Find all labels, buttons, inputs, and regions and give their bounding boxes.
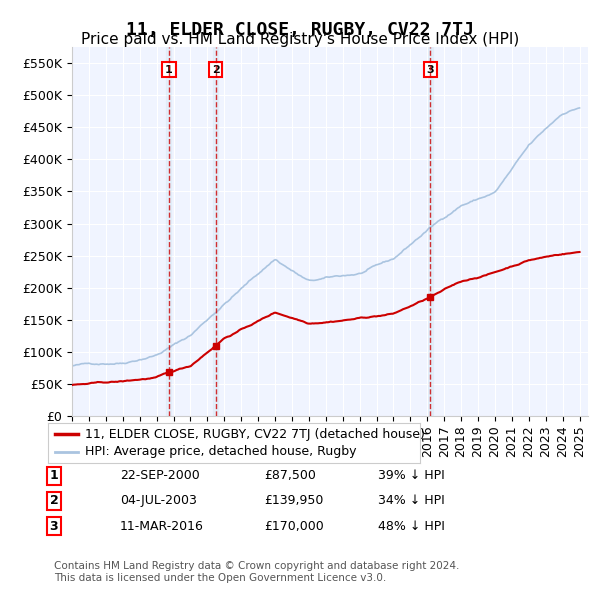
Text: £170,000: £170,000 (264, 520, 324, 533)
Text: 11, ELDER CLOSE, RUGBY, CV22 7TJ: 11, ELDER CLOSE, RUGBY, CV22 7TJ (126, 21, 474, 39)
Text: 1: 1 (165, 65, 173, 75)
Bar (213, 47, 218, 416)
Text: £87,500: £87,500 (264, 469, 316, 482)
Text: 04-JUL-2003: 04-JUL-2003 (120, 494, 197, 507)
Bar (428, 47, 433, 416)
Text: Contains HM Land Registry data © Crown copyright and database right 2024.
This d: Contains HM Land Registry data © Crown c… (54, 561, 460, 583)
Text: 34% ↓ HPI: 34% ↓ HPI (378, 494, 445, 507)
Text: 11, ELDER CLOSE, RUGBY, CV22 7TJ (detached house): 11, ELDER CLOSE, RUGBY, CV22 7TJ (detach… (85, 428, 425, 441)
Text: 1: 1 (50, 469, 58, 482)
Text: Price paid vs. HM Land Registry's House Price Index (HPI): Price paid vs. HM Land Registry's House … (81, 32, 519, 47)
Text: 2: 2 (212, 65, 220, 75)
Text: £139,950: £139,950 (264, 494, 323, 507)
Text: 48% ↓ HPI: 48% ↓ HPI (378, 520, 445, 533)
Bar (166, 47, 172, 416)
Text: 3: 3 (427, 65, 434, 75)
Text: 11-MAR-2016: 11-MAR-2016 (120, 520, 204, 533)
Text: 22-SEP-2000: 22-SEP-2000 (120, 469, 200, 482)
Text: 3: 3 (50, 520, 58, 533)
Text: 2: 2 (50, 494, 58, 507)
Text: 39% ↓ HPI: 39% ↓ HPI (378, 469, 445, 482)
Text: HPI: Average price, detached house, Rugby: HPI: Average price, detached house, Rugb… (85, 445, 356, 458)
